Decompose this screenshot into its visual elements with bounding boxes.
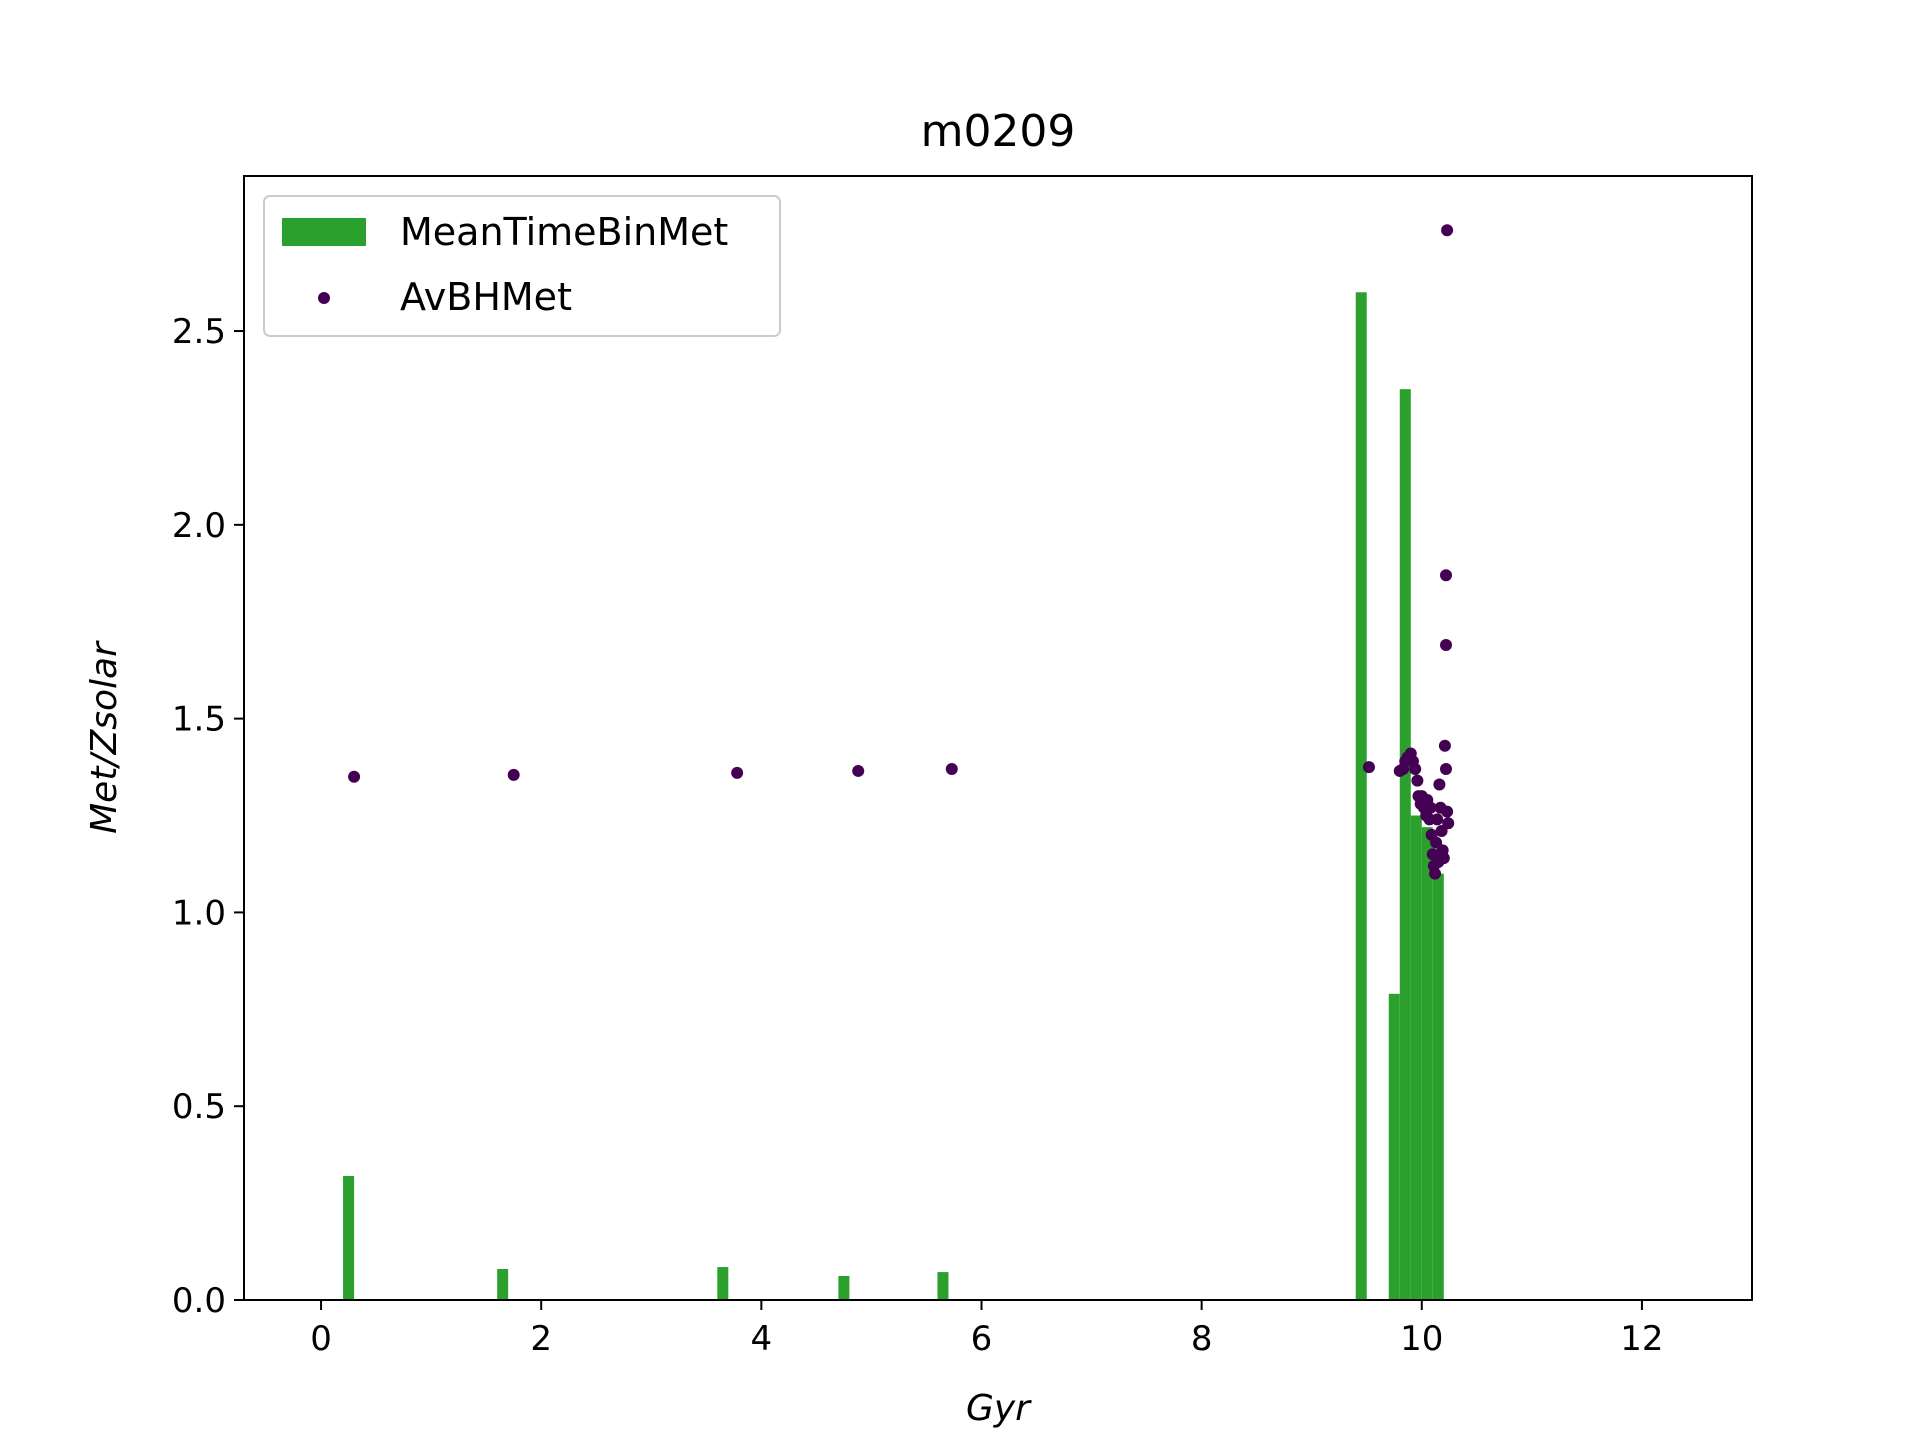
y-tick-label-0: 0.0 [172, 1281, 226, 1321]
y-tick-label-5: 2.5 [172, 312, 226, 352]
x-tick-label-6: 12 [1620, 1319, 1663, 1359]
x-axis-ticks: 0 2 4 6 8 10 12 [310, 1300, 1664, 1359]
point-3 [852, 764, 865, 777]
bar-7 [1399, 389, 1411, 1300]
bar-8 [1410, 815, 1422, 1300]
point-2 [731, 766, 744, 779]
x-tick-label-1: 2 [530, 1319, 552, 1359]
legend-label-meantimebinmet: MeanTimeBinMet [400, 210, 728, 254]
point-4 [945, 763, 958, 776]
bar-3 [838, 1275, 850, 1300]
point-34 [1438, 739, 1451, 752]
bar-9 [1421, 827, 1433, 1300]
point-25 [1428, 867, 1441, 880]
point-13 [1411, 774, 1424, 787]
y-tick-label-4: 2.0 [172, 506, 226, 546]
bar-10 [1432, 873, 1444, 1300]
point-37 [1440, 569, 1452, 582]
point-0 [348, 770, 361, 783]
legend-swatch-avbhmet [318, 292, 330, 304]
legend: MeanTimeBinMet AvBHMet [263, 195, 781, 337]
y-tick-label-3: 1.5 [172, 700, 226, 740]
legend-box [263, 195, 781, 337]
legend-swatch-meantimebinmet [282, 218, 366, 246]
x-tick-label-2: 4 [751, 1319, 773, 1359]
bar-4 [937, 1272, 949, 1300]
point-38 [1441, 224, 1454, 237]
bar-2 [717, 1267, 729, 1300]
bar-5 [1355, 292, 1367, 1300]
point-29 [1433, 778, 1446, 791]
chart-title: m0209 [921, 106, 1076, 157]
x-tick-label-4: 8 [1191, 1319, 1213, 1359]
point-40 [1442, 817, 1455, 830]
bar-1 [497, 1268, 509, 1300]
point-27 [1431, 813, 1444, 826]
bars-layer [343, 292, 1444, 1300]
legend-label-avbhmet: AvBHMet [400, 275, 572, 319]
point-21 [1424, 801, 1437, 814]
point-5 [1362, 761, 1375, 774]
bar-0 [343, 1175, 355, 1300]
point-12 [1409, 763, 1422, 776]
point-33 [1437, 852, 1450, 865]
point-36 [1440, 638, 1452, 651]
x-tick-label-5: 10 [1400, 1319, 1443, 1359]
x-axis-label: Gyr [966, 1388, 1032, 1429]
x-tick-label-0: 0 [310, 1319, 332, 1359]
point-1 [507, 768, 520, 781]
y-tick-label-1: 0.5 [172, 1087, 226, 1127]
point-39 [1441, 805, 1454, 818]
plot-frame [243, 175, 1753, 1301]
point-35 [1440, 763, 1452, 776]
y-axis-ticks: 0.0 0.5 1.0 1.5 2.0 2.5 [172, 312, 244, 1321]
y-tick-label-2: 1.0 [172, 893, 226, 933]
points-layer [348, 224, 1455, 880]
y-axis-label: Met/Zsolar [84, 640, 125, 834]
x-tick-label-3: 6 [971, 1319, 993, 1359]
bar-6 [1388, 993, 1400, 1300]
